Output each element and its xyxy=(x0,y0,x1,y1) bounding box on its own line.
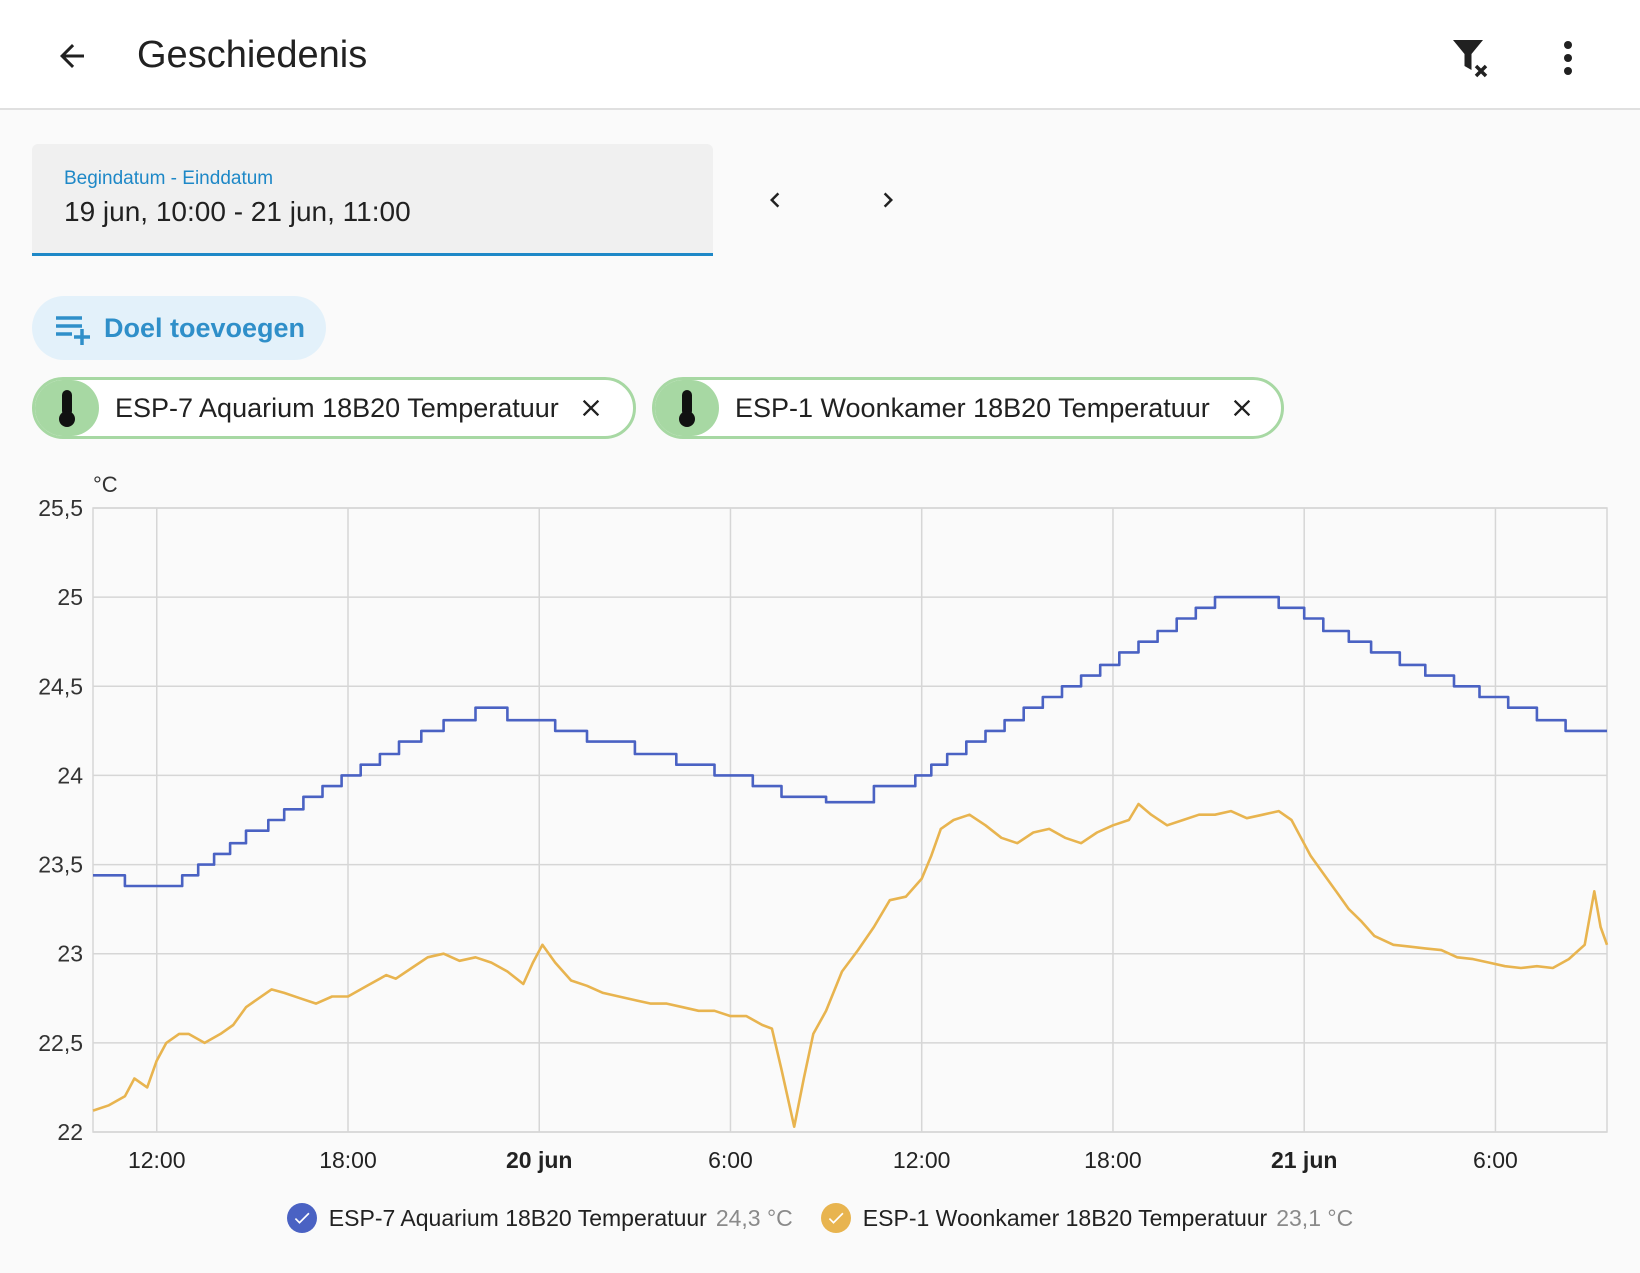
y-tick-label: 24,5 xyxy=(38,673,83,699)
chevron-left-icon xyxy=(770,192,780,208)
page-title: Geschiedenis xyxy=(137,34,368,76)
y-tick-label: 22 xyxy=(57,1119,83,1145)
overflow-menu-button[interactable] xyxy=(1536,28,1600,88)
clear-filter-button[interactable] xyxy=(1440,28,1504,88)
y-tick-label: 23 xyxy=(57,941,83,967)
legend-value: 23,1 °C xyxy=(1276,1204,1354,1231)
date-range-picker[interactable]: Begindatum - Einddatum 19 jun, 10:00 - 2… xyxy=(32,144,713,256)
chip-icon-container xyxy=(35,380,99,436)
x-tick-label: 12:00 xyxy=(893,1147,951,1173)
y-tick-label: 24 xyxy=(57,762,83,788)
chip-label: ESP-7 Aquarium 18B20 Temperatuur xyxy=(115,392,559,423)
playlist-add-icon xyxy=(56,316,90,345)
legend-value: 24,3 °C xyxy=(715,1204,793,1231)
checkmark-icon xyxy=(286,1203,317,1233)
series-line-aquarium xyxy=(93,595,1607,888)
chevron-right-icon xyxy=(883,192,893,208)
back-button[interactable] xyxy=(40,26,104,86)
thermometer-icon xyxy=(679,390,695,427)
target-chip-woonkamer[interactable]: ESP-1 Woonkamer 18B20 Temperatuur xyxy=(652,377,1284,439)
date-range-value: 19 jun, 10:00 - 21 jun, 11:00 xyxy=(64,196,411,227)
x-tick-label: 6:00 xyxy=(708,1147,753,1173)
y-tick-label: 22,5 xyxy=(38,1030,83,1056)
legend-label: ESP-7 Aquarium 18B20 Temperatuur xyxy=(328,1204,707,1231)
chip-remove-button[interactable] xyxy=(577,394,605,422)
x-tick-label: 21 jun xyxy=(1271,1147,1337,1173)
chart-legend: ESP-7 Aquarium 18B20 Temperatuur 24,3 °C… xyxy=(0,1198,1640,1238)
close-icon xyxy=(582,399,599,417)
x-tick-label: 18:00 xyxy=(319,1147,377,1173)
filter-remove-icon xyxy=(1453,40,1488,78)
series-line-woonkamer xyxy=(92,802,1609,1128)
target-chip-aquarium[interactable]: ESP-7 Aquarium 18B20 Temperatuur xyxy=(32,377,636,439)
thermometer-icon xyxy=(59,390,75,427)
y-tick-label: 25 xyxy=(57,584,83,610)
chip-remove-button[interactable] xyxy=(1228,394,1256,422)
add-target-button[interactable]: Doel toevoegen xyxy=(32,296,326,360)
close-icon xyxy=(1233,399,1250,417)
x-tick-label: 18:00 xyxy=(1084,1147,1142,1173)
legend-item-aquarium[interactable]: ESP-7 Aquarium 18B20 Temperatuur 24,3 °C xyxy=(286,1203,793,1233)
legend-label: ESP-1 Woonkamer 18B20 Temperatuur xyxy=(862,1204,1268,1231)
y-tick-label: 25,5 xyxy=(38,495,83,521)
date-range-label: Begindatum - Einddatum xyxy=(64,168,274,189)
previous-range-button[interactable] xyxy=(745,170,805,230)
chip-label: ESP-1 Woonkamer 18B20 Temperatuur xyxy=(735,392,1210,423)
history-chart: 22 22,5 23 23,5 24 24,5 25 25,5 °C 12:00 18:00 20 j… xyxy=(38,472,1609,1173)
checkmark-icon xyxy=(820,1203,851,1233)
y-axis-label: °C xyxy=(93,472,118,497)
top-app-bar: Geschiedenis xyxy=(0,0,1640,110)
y-tick-label: 23,5 xyxy=(38,852,83,878)
legend-item-woonkamer[interactable]: ESP-1 Woonkamer 18B20 Temperatuur 23,1 °… xyxy=(820,1203,1354,1233)
more-vertical-icon xyxy=(1564,41,1572,75)
next-range-button[interactable] xyxy=(858,170,918,230)
plot-area xyxy=(92,507,1608,1133)
x-tick-label: 20 jun xyxy=(506,1147,572,1173)
add-target-label: Doel toevoegen xyxy=(104,312,306,343)
chip-icon-container xyxy=(655,380,719,436)
arrow-left-icon xyxy=(60,44,84,68)
x-tick-label: 12:00 xyxy=(128,1147,186,1173)
x-tick-label: 6:00 xyxy=(1473,1147,1518,1173)
